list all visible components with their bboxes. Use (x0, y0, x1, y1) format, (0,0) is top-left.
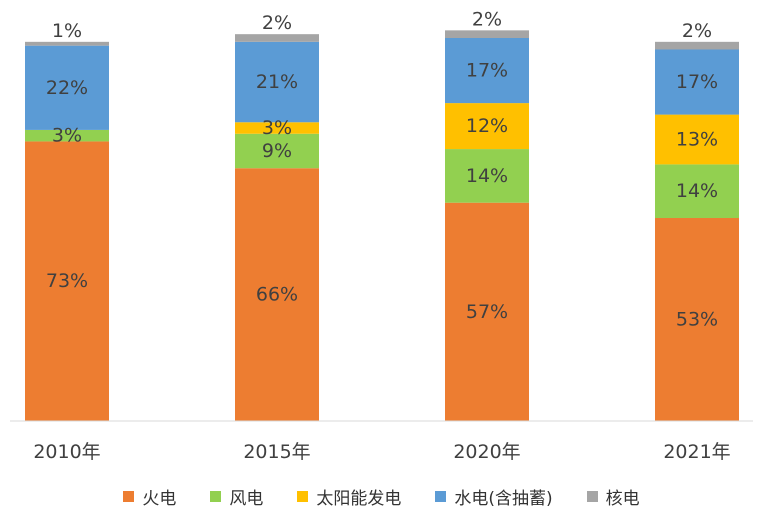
top-data-label: 2% (472, 8, 502, 30)
legend: 火电 风电 太阳能发电 水电(含抽蓄) 核电 (0, 484, 763, 509)
data-label: 22% (46, 77, 88, 99)
bar-segment (235, 34, 319, 42)
x-tick-label: 2015年 (243, 441, 310, 463)
stacked-bar-chart: 73%3%22%66%9%3%21%57%14%12%17%53%14%13%1… (10, 8, 753, 463)
data-label: 13% (676, 128, 718, 150)
x-tick-labels-group: 2010年 2015年 2020年 2021年 (33, 441, 730, 463)
bar-segment (25, 45, 109, 130)
legend-label: 核电 (605, 489, 640, 509)
data-label: 66% (256, 284, 298, 306)
data-label: 14% (466, 165, 508, 187)
x-tick-label: 2021年 (663, 441, 730, 463)
bar-segment (235, 122, 319, 134)
legend-item: 太阳能发电 (297, 484, 401, 509)
bar-segment (235, 168, 319, 421)
data-label: 3% (52, 125, 82, 147)
top-labels-group: 1% 2% 2% 2% (52, 8, 712, 41)
bar-segment (655, 41, 739, 50)
data-label: 17% (676, 71, 718, 93)
bar-segment (655, 164, 739, 219)
data-label: 14% (676, 180, 718, 202)
x-tick-label: 2010年 (33, 441, 100, 463)
legend-swatch (435, 491, 447, 502)
top-data-label: 2% (682, 20, 712, 42)
bar-segment (445, 202, 529, 421)
data-label: 57% (466, 301, 508, 323)
legend-swatch (123, 491, 135, 502)
bar-segment (445, 149, 529, 203)
legend-label: 太阳能发电 (316, 489, 402, 509)
legend-item: 风电 (210, 484, 263, 509)
bar-segment (25, 141, 109, 421)
bars-group (25, 30, 739, 421)
data-label: 21% (256, 71, 298, 93)
top-data-label: 1% (52, 20, 82, 42)
bar-segment (445, 103, 529, 150)
legend-item: 水电(含抽蓄) (435, 484, 553, 509)
top-data-label: 2% (262, 12, 292, 34)
segment-labels-group: 73%3%22%66%9%3%21%57%14%12%17%53%14%13%1… (46, 60, 718, 331)
bar-segment (655, 114, 739, 165)
bar-segment (235, 41, 319, 123)
bar-segment (235, 133, 319, 169)
bar-segment (655, 49, 739, 115)
legend-label: 火电 (142, 489, 177, 509)
data-label: 12% (466, 115, 508, 137)
legend-label: 水电(含抽蓄) (454, 489, 553, 509)
legend-label: 风电 (229, 489, 264, 509)
data-label: 73% (46, 270, 88, 292)
data-label: 3% (262, 117, 292, 139)
legend-swatch (297, 491, 309, 502)
data-label: 17% (466, 60, 508, 82)
data-label: 9% (262, 140, 292, 162)
legend-swatch (586, 491, 598, 502)
bar-segment (25, 41, 109, 46)
legend-item: 火电 (123, 484, 176, 509)
data-label: 53% (676, 309, 718, 331)
x-tick-label: 2020年 (453, 441, 520, 463)
bar-segment (445, 38, 529, 104)
bar-segment (655, 218, 739, 421)
bar-segment (445, 30, 529, 38)
bar-segment (25, 129, 109, 142)
legend-item: 核电 (586, 484, 640, 509)
legend-swatch (210, 491, 222, 502)
